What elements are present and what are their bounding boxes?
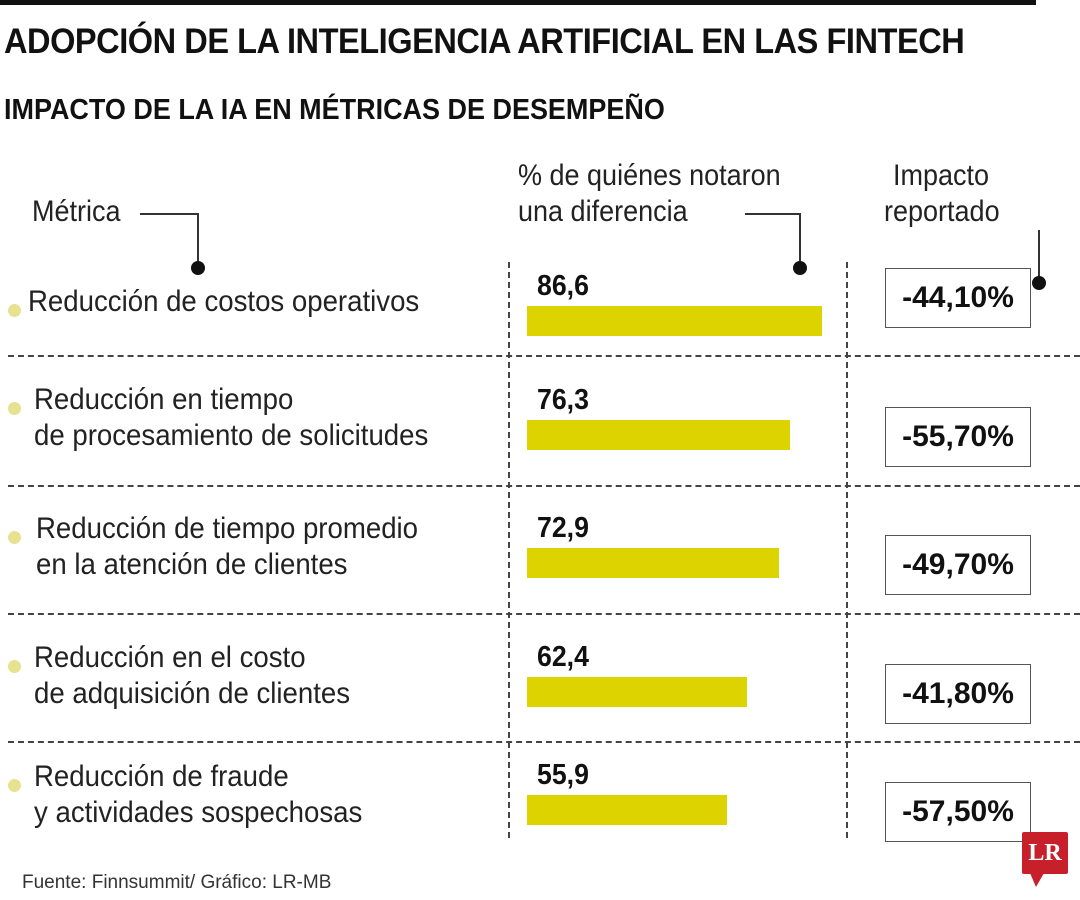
top-rule bbox=[0, 0, 1036, 5]
bar bbox=[527, 795, 727, 825]
impact-box: -57,50% bbox=[885, 782, 1031, 842]
bullet-icon bbox=[8, 660, 21, 673]
metric-label: Reducción de fraude bbox=[34, 760, 289, 793]
bullet-icon bbox=[8, 531, 21, 544]
leader-line bbox=[140, 213, 198, 215]
row-divider bbox=[8, 741, 1080, 743]
bar-value-label: 62,4 bbox=[537, 641, 589, 673]
bar bbox=[527, 548, 780, 578]
bar-value-label: 86,6 bbox=[537, 270, 589, 302]
header-impact-line2: reportado bbox=[884, 195, 1000, 228]
metric-label: y actividades sospechosas bbox=[34, 796, 363, 829]
bullet-icon bbox=[8, 304, 21, 317]
bar bbox=[527, 306, 822, 336]
page-subtitle: IMPACTO DE LA IA EN MÉTRICAS DE DESEMPEÑ… bbox=[4, 94, 665, 126]
impact-box: -44,10% bbox=[885, 268, 1031, 328]
metric-label: en la atención de clientes bbox=[36, 548, 348, 581]
bar-value-label: 55,9 bbox=[537, 759, 589, 791]
lr-logo: LR bbox=[1022, 832, 1068, 874]
leader-line bbox=[1038, 230, 1040, 278]
header-percent-line2: una diferencia bbox=[518, 195, 688, 228]
metric-label: Reducción en el costo bbox=[34, 641, 306, 674]
row-divider bbox=[8, 485, 1080, 487]
metric-label: Reducción de tiempo promedio bbox=[36, 512, 419, 545]
leader-dot bbox=[1032, 276, 1046, 290]
bar-value-label: 76,3 bbox=[537, 384, 589, 416]
leader-dot bbox=[793, 261, 807, 275]
header-percent-line1: % de quiénes notaron bbox=[518, 159, 781, 192]
leader-line bbox=[745, 213, 800, 215]
column-divider bbox=[508, 262, 510, 838]
metric-label: Reducción en tiempo bbox=[34, 383, 294, 416]
row-divider bbox=[8, 613, 1080, 615]
impact-box: -49,70% bbox=[885, 535, 1031, 595]
lr-logo-tail bbox=[1030, 873, 1044, 887]
bar bbox=[527, 677, 747, 707]
leader-line bbox=[799, 213, 801, 263]
bar-value-label: 72,9 bbox=[537, 512, 589, 544]
metric-label: Reducción de costos operativos bbox=[28, 285, 420, 318]
impact-box: -41,80% bbox=[885, 664, 1031, 724]
bar bbox=[527, 420, 790, 450]
row-divider bbox=[8, 355, 1080, 357]
page-title: ADOPCIÓN DE LA INTELIGENCIA ARTIFICIAL E… bbox=[4, 22, 965, 61]
header-metric: Métrica bbox=[32, 195, 121, 228]
leader-dot bbox=[191, 261, 205, 275]
metric-label: de procesamiento de solicitudes bbox=[34, 419, 429, 452]
bullet-icon bbox=[8, 779, 21, 792]
header-impact-line1: Impacto bbox=[893, 159, 990, 192]
metric-label: de adquisición de clientes bbox=[34, 677, 351, 710]
column-divider bbox=[846, 262, 848, 838]
impact-box: -55,70% bbox=[885, 407, 1031, 467]
source-note: Fuente: Finnsummit/ Gráfico: LR-MB bbox=[22, 872, 332, 893]
bullet-icon bbox=[8, 402, 21, 415]
leader-line bbox=[197, 213, 199, 263]
